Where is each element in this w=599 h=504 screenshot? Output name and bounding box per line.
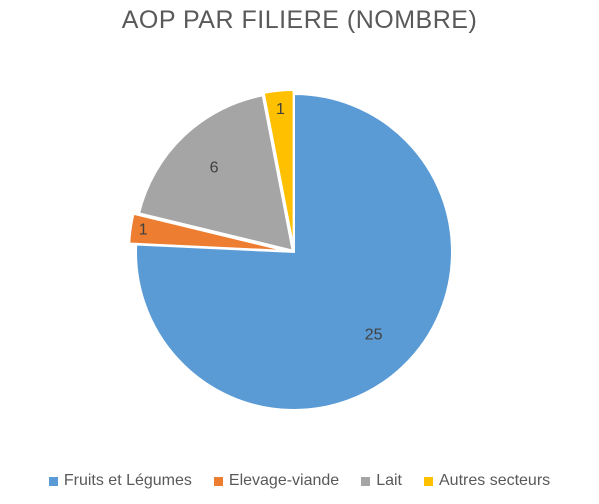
legend-item: Elevage-viande	[213, 472, 340, 490]
chart-title: AOP PAR FILIERE (NOMBRE)	[121, 6, 478, 34]
data-label-elevage-viande: 1	[139, 222, 148, 239]
pie-slice-fruits-et-l-gumes	[135, 92, 453, 411]
legend-swatch	[213, 476, 223, 486]
pie-chart: 25 1 6 1	[128, 89, 453, 411]
legend-swatch	[424, 476, 433, 486]
legend-item: Fruits et Légumes	[48, 472, 192, 490]
data-label-fruits-et-l-gumes: 25	[365, 327, 383, 344]
data-label-autres-secteurs: 1	[276, 101, 285, 118]
pie-slice-lait	[137, 94, 294, 252]
pie-slice-elevage-viande	[128, 212, 288, 253]
legend-label: Elevage-viande	[228, 472, 340, 489]
legend-label: Lait	[376, 472, 402, 489]
chart-legend: Fruits et Légumes Elevage-viande Lait Autre…	[0, 472, 599, 490]
legend-swatch	[361, 476, 371, 486]
legend-label: Fruits et Légumes	[63, 472, 192, 489]
legend-item: Lait	[361, 472, 402, 490]
legend-swatch	[48, 476, 58, 486]
legend-item: Autres secteurs	[424, 472, 550, 490]
legend-label: Autres secteurs	[439, 472, 551, 489]
data-label-lait: 6	[210, 159, 219, 176]
pie-slice-autres-secteurs	[262, 89, 295, 249]
